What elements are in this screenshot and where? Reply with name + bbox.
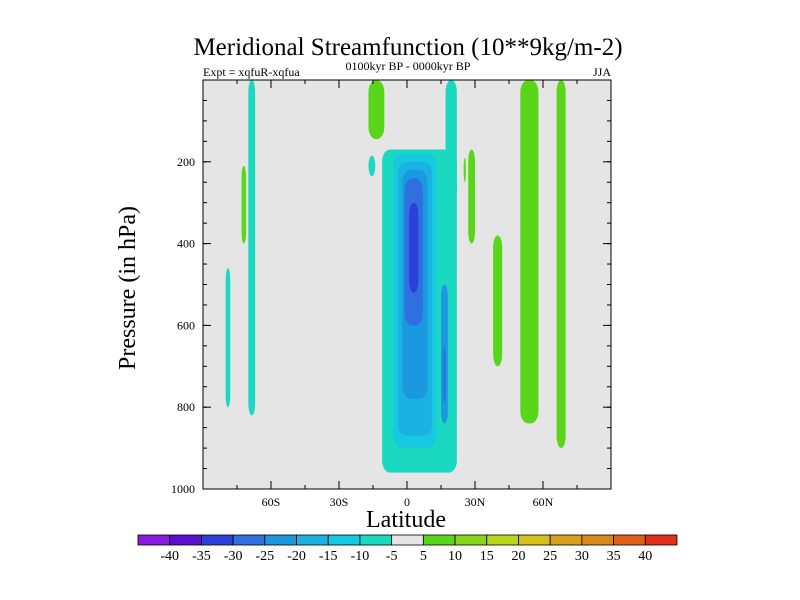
colorbar-swatch (169, 534, 202, 546)
colorbar-label: 10 (448, 549, 462, 564)
y-tick-label: 1000 (171, 482, 195, 496)
y-axis-label: Pressure (in hPa) (115, 206, 141, 370)
colorbar-swatch (422, 534, 456, 546)
colorbar-label: -25 (255, 549, 274, 564)
colorbar-label: 15 (480, 549, 494, 564)
colorbar-swatch (232, 534, 266, 546)
x-tick-label: 30N (465, 495, 486, 509)
colorbar-label: -30 (224, 549, 243, 564)
colorbar-swatch (296, 534, 329, 546)
contour-region-14 (463, 157, 466, 183)
colorbar-label: -40 (160, 549, 179, 564)
y-tick-label: 200 (177, 155, 195, 169)
colorbar-swatch (581, 534, 614, 546)
contour-region-13 (445, 80, 457, 203)
colorbar-swatch (486, 534, 519, 546)
colorbar-label: 35 (607, 549, 621, 564)
colorbar: -40 -35 -30 -25 -20 -15 -10 -5 5 10 15 20 25 30 35 40 (137, 534, 678, 564)
plot-area: 60S 30S 0 30N 60N 200 400 600 800 1000 (171, 79, 612, 509)
colorbar-swatch (327, 534, 361, 546)
contour-region-4 (225, 268, 231, 408)
y-tick-label: 600 (177, 318, 195, 332)
colorbar-label: 30 (575, 549, 589, 564)
colorbar-label: 40 (638, 549, 652, 564)
colorbar-swatch (201, 534, 234, 546)
colorbar-swatch (549, 534, 583, 546)
colorbar-label: -10 (351, 549, 370, 564)
colorbar-label: -15 (319, 549, 338, 564)
colorbar-swatch (518, 534, 551, 546)
y-tick-label: 800 (177, 400, 195, 414)
y-tick-label: 400 (177, 237, 195, 251)
colorbar-swatch (137, 534, 171, 546)
colorbar-swatch (644, 534, 678, 546)
colorbar-swatch (391, 534, 424, 546)
colorbar-label: 25 (543, 549, 557, 564)
colorbar-swatch (264, 534, 297, 546)
contour-region-3 (241, 165, 247, 244)
contour-region-2 (248, 80, 256, 416)
contour-region-10 (409, 202, 419, 293)
colorbar-label: -5 (386, 549, 398, 564)
colorbar-label: 5 (420, 549, 427, 564)
contour-region-15 (468, 149, 475, 244)
colorbar-label: 20 (511, 549, 525, 564)
contour-region-17 (520, 80, 539, 424)
x-tick-label: 60S (262, 495, 281, 509)
colorbar-swatch (454, 534, 488, 546)
x-tick-label: 0 (404, 495, 410, 509)
contour-region-1 (368, 155, 376, 177)
left-string: Expt = xqfuR-xqfua (203, 65, 300, 79)
contour-region-0 (368, 80, 385, 140)
chart-title: Meridional Streamfunction (10**9kg/m-2) (193, 34, 622, 61)
center-string: 0100kyr BP - 0000kyr BP (346, 59, 471, 73)
colorbar-swatch (359, 534, 393, 546)
colorbar-label: -35 (192, 549, 211, 564)
x-axis-label: Latitude (366, 507, 446, 533)
x-tick-label: 30S (330, 495, 349, 509)
right-string: JJA (593, 65, 611, 79)
colorbar-label: -20 (287, 549, 306, 564)
x-tick-label: 60N (533, 495, 554, 509)
contour-region-12 (443, 345, 446, 404)
colorbar-swatch (613, 534, 646, 546)
contour-region-16 (493, 235, 503, 367)
contour-region-18 (556, 80, 566, 449)
